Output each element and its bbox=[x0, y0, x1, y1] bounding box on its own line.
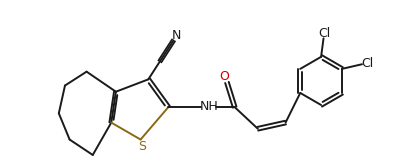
Text: Cl: Cl bbox=[361, 57, 374, 70]
Text: NH: NH bbox=[200, 100, 219, 113]
Text: Cl: Cl bbox=[318, 27, 330, 40]
Text: S: S bbox=[138, 140, 146, 153]
Text: N: N bbox=[172, 29, 181, 42]
Text: O: O bbox=[219, 70, 229, 83]
